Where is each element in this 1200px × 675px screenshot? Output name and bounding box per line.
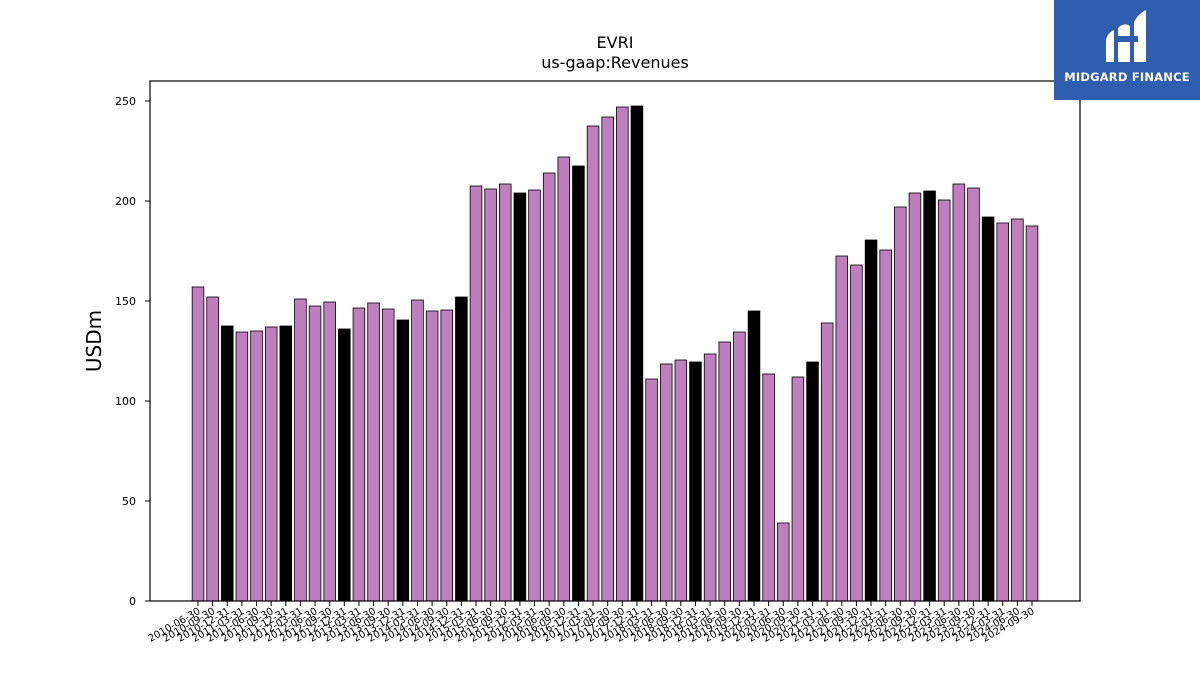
x-ticks-group: 2010-06-302010-09-302010-12-312011-03-31…: [147, 601, 1037, 645]
bar-2024-03-31: [996, 222, 1009, 602]
bar-2021-06-30: [835, 255, 849, 602]
chart-title: EVRI: [597, 33, 634, 52]
bar-2017-12-31: [630, 105, 644, 602]
bar-2018-12-31: [689, 361, 702, 602]
bar-2021-12-31: [864, 239, 878, 602]
midgard-finance-logo: MIDGARD FINANCE: [1054, 0, 1200, 100]
bar-2022-09-30: [908, 192, 922, 602]
bar-2022-06-30: [894, 206, 907, 602]
bars-group: [191, 105, 1039, 602]
bar-2023-09-30: [967, 187, 980, 602]
bar-2017-03-31: [586, 125, 600, 602]
bar-2014-03-31: [411, 299, 424, 602]
bar-2023-12-31: [981, 216, 995, 602]
bar-2018-06-30: [659, 363, 673, 602]
bar-2012-06-30: [308, 305, 322, 602]
plot-frame: [149, 80, 1081, 602]
bar-2010-06-30: [191, 286, 205, 602]
y-ticks-group: 0 50 100 150 200 250: [115, 95, 150, 608]
bar-2016-12-31: [572, 165, 585, 602]
bar-2019-09-30: [733, 331, 746, 602]
bar-2022-12-31: [923, 190, 936, 602]
bar-2018-09-30: [674, 359, 688, 602]
bar-2020-06-30: [777, 522, 790, 602]
bar-2016-06-30: [542, 172, 556, 602]
bar-2019-06-30: [718, 341, 731, 602]
y-tick-label: 150: [115, 295, 136, 308]
y-axis-label: USDm: [82, 310, 106, 372]
y-tick-label: 0: [129, 595, 136, 608]
bar-2015-09-30: [499, 183, 512, 602]
y-tick-label: 250: [115, 95, 136, 108]
bar-2011-12-31: [279, 325, 293, 602]
bar-2014-12-31: [455, 296, 468, 602]
bar-2023-03-31: [937, 199, 951, 602]
bar-2010-12-31: [221, 325, 234, 602]
bar-2021-03-31: [820, 322, 834, 602]
bar-2017-06-30: [601, 116, 614, 602]
bar-2020-12-31: [806, 361, 819, 602]
y-tick-label: 100: [115, 395, 136, 408]
bar-2019-03-31: [703, 353, 717, 602]
midgard-logo-mark-icon: [1106, 10, 1146, 62]
y-tick-label: 200: [115, 195, 136, 208]
bar-2015-12-31: [513, 192, 527, 602]
bar-2014-09-30: [440, 309, 453, 602]
bar-2011-03-31: [235, 331, 249, 602]
y-tick-label: 50: [122, 495, 136, 508]
bar-2013-09-30: [381, 308, 395, 602]
bar-2022-03-31: [879, 249, 892, 602]
bar-2024-09-30: [1025, 225, 1039, 602]
bar-2013-03-31: [352, 307, 366, 602]
bar-2018-03-31: [645, 378, 658, 602]
bar-2023-06-30: [952, 183, 966, 602]
bar-2012-09-30: [323, 301, 336, 602]
logo-text: MIDGARD FINANCE: [1064, 70, 1190, 84]
bar-2010-09-30: [206, 296, 219, 602]
bar-2012-03-31: [294, 298, 307, 602]
bar-2013-06-30: [367, 302, 380, 602]
bar-2011-09-30: [264, 326, 278, 602]
bar-2015-06-30: [484, 188, 497, 602]
chart-subtitle: us-gaap:Revenues: [541, 53, 689, 72]
bar-2011-06-30: [250, 330, 263, 602]
bar-2014-06-30: [425, 310, 439, 602]
bar-2013-12-31: [396, 319, 410, 602]
bar-2012-12-31: [338, 328, 351, 602]
bar-2016-09-30: [557, 156, 571, 602]
bar-2019-12-31: [747, 310, 761, 602]
bar-2024-06-30: [1011, 218, 1024, 602]
bar-2021-09-30: [850, 264, 863, 602]
bar-2017-09-30: [616, 106, 629, 602]
bar-2020-09-30: [791, 376, 805, 602]
bar-2015-03-31: [469, 185, 483, 602]
bar-2020-03-31: [762, 373, 775, 602]
bar-2016-03-31: [528, 189, 541, 602]
